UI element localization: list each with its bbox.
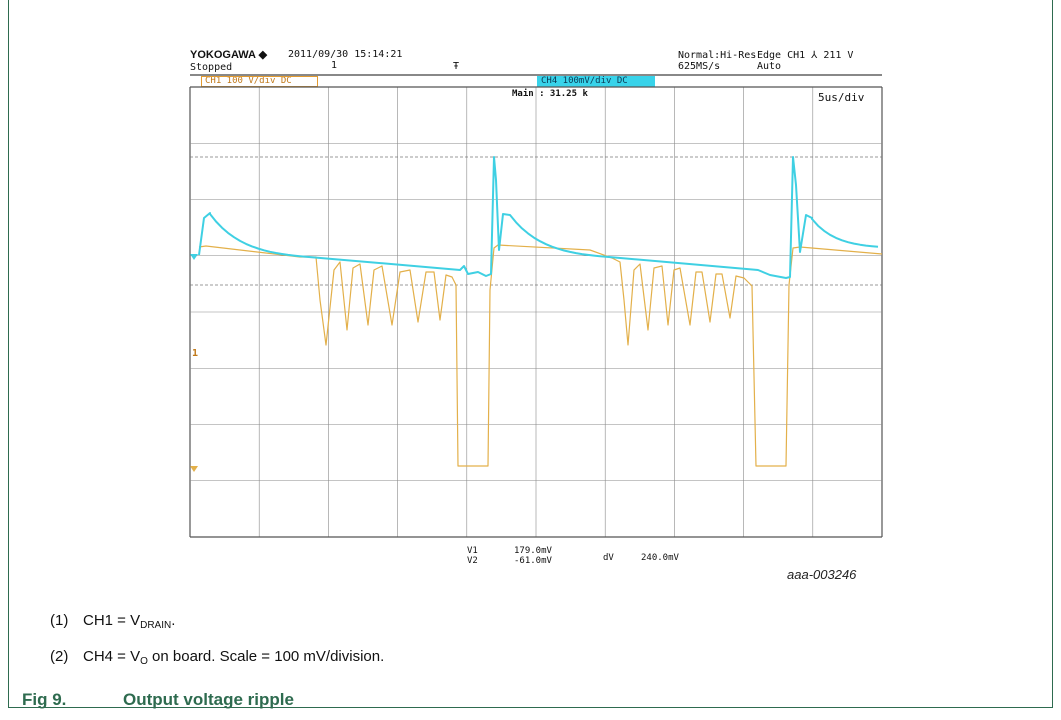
- scope-mode: Normal:Hi-Res: [678, 50, 757, 61]
- note-1-end: .: [171, 612, 176, 629]
- scope-record: 1: [331, 60, 338, 71]
- note-2-text: CH4 = V: [83, 648, 141, 665]
- note-2-end: on board. Scale = 100 mV/division.: [147, 648, 385, 665]
- figure-caption: Fig 9. Output voltage ripple: [22, 690, 294, 710]
- cursor-dv-value: 240.0mV: [641, 553, 679, 563]
- note-1-text: CH1 = V: [83, 612, 141, 629]
- ch1-level-marker: 1: [192, 348, 198, 359]
- note-2: (2) CH4 = VO on board. Scale = 100 mV/div…: [50, 648, 384, 667]
- note-2-subscript: O: [140, 656, 148, 667]
- ch1-drain-trace: [198, 244, 883, 467]
- scope-trigger-info: Edge CH1 ⅄ 211 V: [757, 50, 854, 61]
- ch4-output-trace: [198, 156, 879, 279]
- scope-sample-rate: 625MS/s: [678, 61, 721, 72]
- scope-brand: YOKOGAWA ◆: [190, 49, 268, 61]
- note-1: (1) CH1 = VDRAIN.: [50, 612, 175, 631]
- cursor-v2-label: V2: [467, 556, 478, 566]
- cursor-dv-label: dV: [603, 553, 614, 563]
- figure-title: Output voltage ripple: [123, 690, 294, 709]
- scope-datetime: 2011/09/30 15:14:21: [288, 49, 403, 60]
- note-1-subscript: DRAIN: [140, 620, 172, 631]
- ch4-scale-label: CH4 100mV/div DC: [537, 76, 655, 87]
- figure-number: Fig 9.: [22, 690, 67, 709]
- cursor-v1-label: V1: [467, 546, 478, 556]
- graticule: [189, 86, 883, 538]
- document-id: aaa-003246: [787, 567, 857, 582]
- ch1-ground-marker: [190, 466, 198, 472]
- scope-state: Stopped: [190, 62, 233, 73]
- main-record-info: Main : 31.25 k: [512, 88, 588, 99]
- cursor-v1-value: 179.0mV: [514, 546, 552, 556]
- timebase-label: 5us/div: [818, 91, 865, 104]
- scope-trigger-mode: Auto: [757, 61, 782, 72]
- figure-frame: [8, 0, 1053, 708]
- trigger-symbol: Ŧ: [453, 61, 460, 72]
- ch4-ground-marker: [190, 254, 198, 260]
- note-1-number: (1): [50, 612, 69, 629]
- note-2-number: (2): [50, 648, 69, 665]
- cursor-v2-value: -61.0mV: [514, 556, 552, 566]
